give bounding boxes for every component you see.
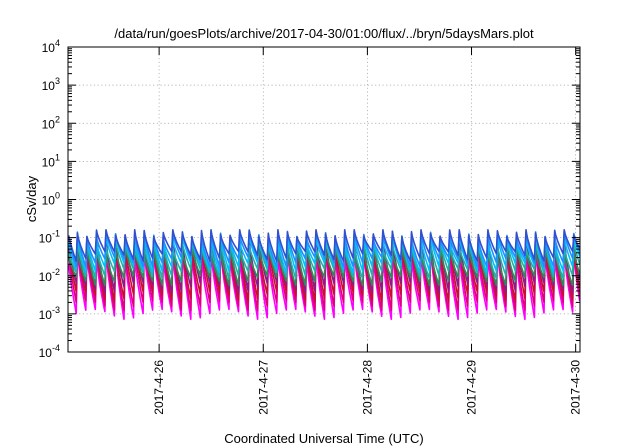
series-group	[67, 229, 581, 321]
x-tick-label: 2017-4-29	[465, 360, 479, 415]
x-tick-label: 2017-4-26	[152, 360, 166, 415]
y-tick-label: 101	[42, 152, 60, 169]
x-axis-label: Coordinated Universal Time (UTC)	[224, 431, 423, 446]
chart-title: /data/run/goesPlots/archive/2017-04-30/0…	[114, 26, 534, 41]
y-tick-label: 10-2	[39, 267, 60, 284]
y-tick-label: 100	[42, 191, 60, 208]
y-axis: 10-4 10-3 10-2 10-1 100 101 102 103 104	[39, 38, 580, 360]
y-axis-label: cSv/day	[24, 175, 39, 222]
y-tick-label: 10-4	[39, 343, 60, 360]
x-tick-label: 2017-4-27	[256, 360, 270, 415]
y-tick-label: 103	[42, 76, 60, 93]
x-tick-label: 2017-4-30	[569, 360, 583, 415]
y-tick-label: 102	[42, 114, 60, 131]
y-tick-label: 10-1	[39, 229, 60, 246]
x-axis: 2017-4-26 2017-4-27 2017-4-28 2017-4-29 2017…	[152, 47, 583, 415]
series-line	[67, 229, 581, 262]
y-tick-label: 104	[42, 38, 60, 55]
x-tick-label: 2017-4-28	[360, 360, 374, 415]
y-tick-label: 10-3	[39, 305, 60, 322]
